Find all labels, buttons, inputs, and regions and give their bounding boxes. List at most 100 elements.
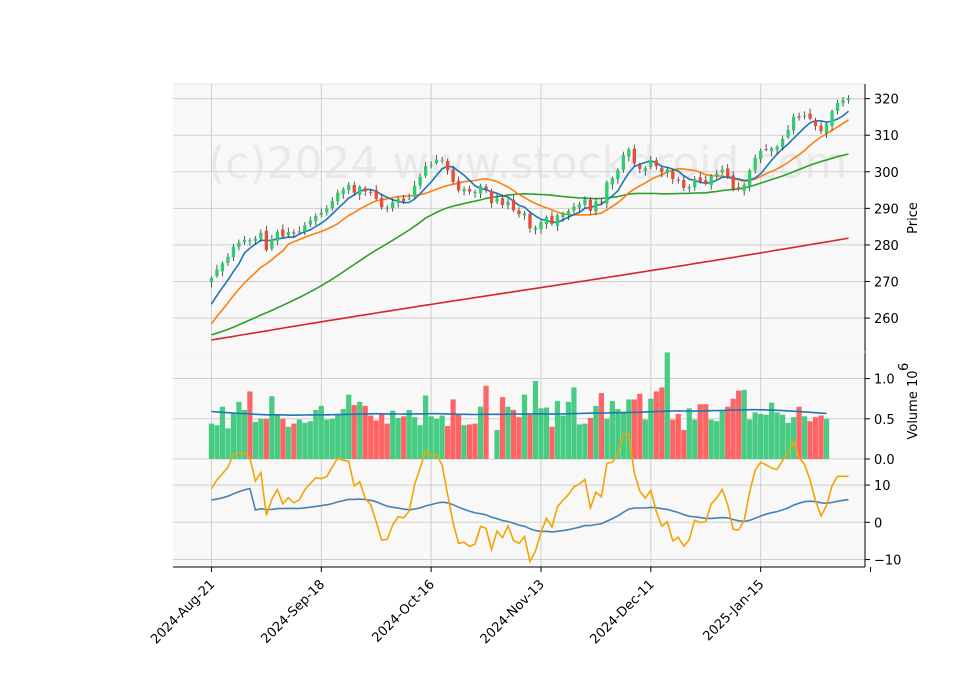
volume-bar: [406, 409, 412, 459]
candle-body: [555, 215, 560, 226]
volume-bar: [291, 423, 297, 459]
candle-body: [791, 116, 796, 131]
candle-body: [303, 225, 307, 232]
volume-bar: [368, 415, 374, 459]
candle-body: [731, 175, 735, 189]
price-tick-label: 260: [874, 312, 899, 327]
candle-body: [802, 115, 807, 117]
volume-bar: [571, 387, 577, 459]
volume-bar: [714, 421, 720, 459]
volume-bar: [285, 426, 291, 459]
candle-body: [374, 190, 378, 199]
volume-bar: [296, 419, 302, 459]
candle-body: [292, 232, 296, 234]
candle-body: [654, 160, 658, 167]
candle-body: [786, 129, 790, 138]
volume-bar: [659, 387, 665, 459]
candle-body: [599, 201, 604, 203]
candle-body: [314, 216, 318, 222]
candle-body: [385, 207, 389, 209]
candle-body: [775, 146, 779, 150]
candle-body: [380, 197, 384, 208]
volume-bar: [708, 419, 714, 459]
volume-bar: [681, 430, 687, 459]
volume-tick-label: 0.5: [874, 413, 895, 428]
price-tick-label: 320: [874, 93, 899, 108]
volume-bar: [796, 406, 802, 459]
candle-body: [764, 149, 768, 151]
candle-body: [671, 171, 675, 180]
x-tick-label: 2024-Dec-11: [588, 577, 658, 647]
candle-body: [352, 184, 356, 193]
volume-bar: [560, 415, 566, 459]
candle-body: [226, 256, 230, 263]
indicator-line-blue: [211, 487, 849, 533]
candle-body: [665, 169, 669, 174]
candle-body: [478, 185, 483, 194]
candle-body: [583, 199, 587, 205]
candle-body: [621, 155, 625, 170]
volume-bar: [313, 409, 319, 459]
volume-bar: [719, 409, 725, 459]
candle-body: [467, 188, 472, 192]
candle-body: [808, 113, 812, 119]
candle-body: [237, 242, 241, 247]
volume-bar: [461, 425, 467, 459]
volume-bar: [439, 415, 445, 459]
volume-bar: [730, 398, 736, 459]
candle-body: [649, 160, 653, 167]
volume-bar: [412, 417, 418, 459]
candle-body: [572, 206, 576, 211]
volume-bar: [346, 394, 352, 459]
volume-bar: [615, 409, 621, 459]
candle-body: [363, 188, 367, 192]
volume-bar: [335, 413, 341, 459]
candle-body: [495, 198, 499, 202]
volume-bar: [444, 426, 451, 459]
candle-body: [358, 186, 362, 195]
volume-bar: [692, 419, 698, 459]
volume-bar: [329, 418, 335, 459]
volume-bar: [340, 409, 346, 459]
volume-tick-label: 1.0: [874, 373, 895, 388]
candle-body: [632, 148, 636, 164]
volume-bar: [769, 402, 775, 459]
candle-body: [462, 188, 466, 192]
x-tick-label: 2024-Sep-18: [258, 577, 328, 647]
candle-body: [737, 187, 741, 190]
volume-bar: [219, 406, 226, 459]
volume-bars: [208, 352, 830, 459]
volume-bar: [263, 418, 269, 459]
volume-average-line: [211, 408, 827, 417]
price-tick-label: 270: [874, 276, 899, 291]
volume-bar: [472, 423, 478, 459]
volume-bar: [823, 418, 830, 459]
volume-bar: [417, 425, 423, 459]
volume-bar: [230, 413, 237, 459]
candle-body: [209, 277, 214, 283]
volume-bar: [604, 418, 610, 459]
candle-body: [270, 239, 274, 249]
volume-bar: [318, 405, 324, 459]
volume-bar: [576, 424, 583, 459]
indicator-tick-label: 0: [874, 516, 882, 531]
candle-body: [687, 187, 691, 189]
volume-bar: [499, 397, 506, 459]
candle-body: [616, 170, 620, 180]
volume-multiplier-exponent: 6: [897, 363, 912, 371]
candle-body: [434, 159, 439, 163]
volume-bar: [631, 399, 637, 459]
volume-bar: [554, 401, 561, 459]
candle-body: [281, 229, 285, 237]
candle-body: [753, 157, 757, 171]
candle-body: [253, 238, 258, 241]
volume-bar: [258, 418, 264, 459]
candle-body: [451, 169, 455, 183]
volume-bar: [274, 414, 280, 459]
volume-bar: [434, 418, 440, 459]
candle-body: [336, 192, 340, 202]
x-tick-label: 2024-Oct-16: [369, 577, 437, 645]
candle-body: [709, 176, 713, 186]
volume-bar: [527, 414, 533, 459]
